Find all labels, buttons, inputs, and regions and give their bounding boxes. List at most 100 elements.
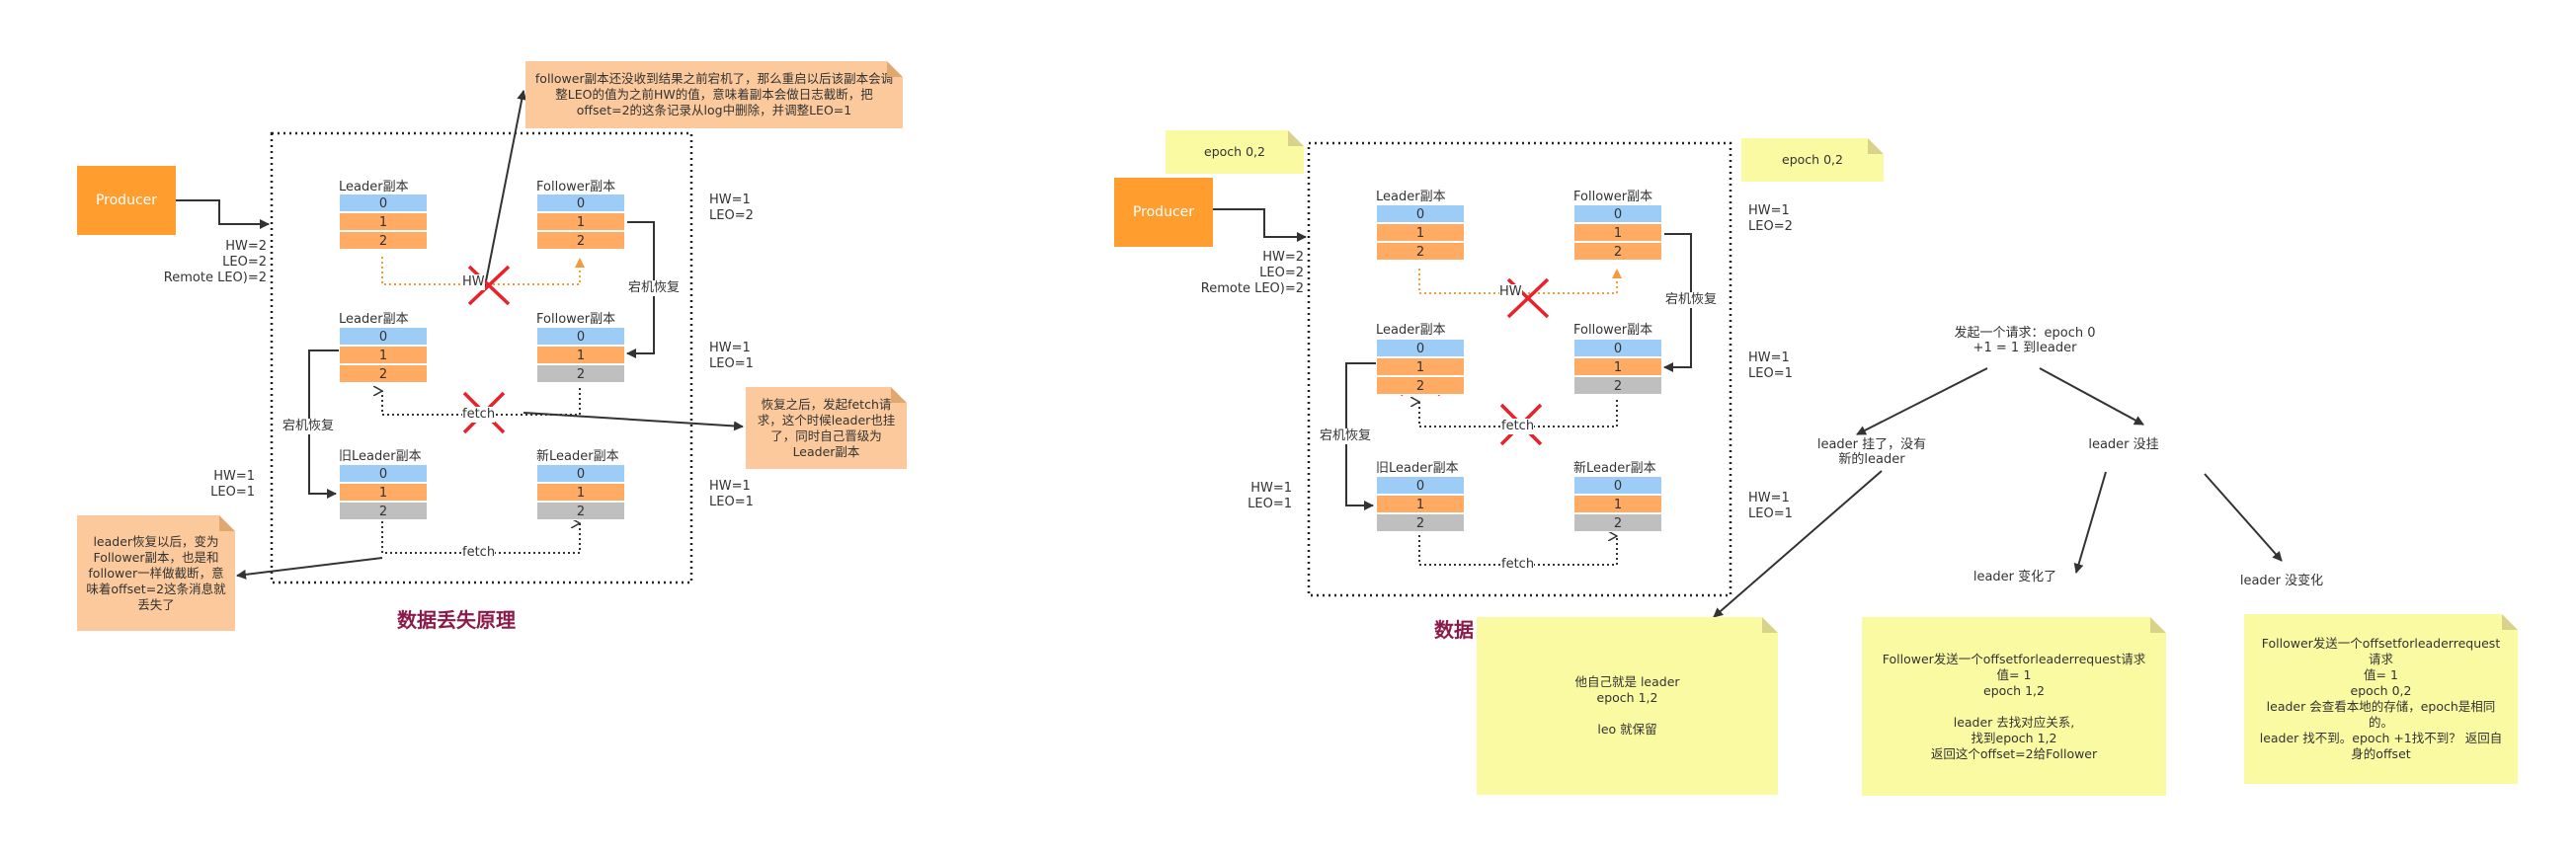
tree-note-changed: Follower发送一个offsetforleaderrequest请求 值= … [1862, 617, 2166, 796]
right-row3-fetch-label: fetch [1501, 557, 1535, 573]
right-r2-leader-cell-1: 1 [1376, 357, 1465, 376]
left-r2-follower-cell-2: 2 [536, 364, 625, 383]
left-r2-follower-cell-0: 0 [536, 327, 625, 346]
right-row2-leo: LEO=1 [1748, 366, 1793, 381]
right-epoch-note-right: epoch 0,2 [1741, 138, 1884, 182]
left-side-hw: HW=1 [213, 469, 255, 484]
left-note-truncate: follower副本还没收到结果之前宕机了，那么重启以后该副本会调整LEO的值为… [525, 61, 903, 128]
left-row2-leader-title: Leader副本 [339, 312, 409, 327]
left-producer-arrow [175, 199, 270, 229]
left-r3-old-leader-cell-0: 0 [339, 464, 428, 483]
left-note-lost-text: leader恢复以后，变为Follower副本，也是和follower一样做截断… [86, 533, 226, 612]
left-producer-box: Producer [77, 166, 176, 235]
right-row2-fetch-label: fetch [1501, 419, 1535, 434]
left-row3-new-leader-title: 新Leader副本 [536, 449, 619, 464]
right-r3-old-leader-cell-2: 2 [1376, 513, 1465, 532]
left-note-left-arrow [236, 557, 383, 580]
left-note-right-arrow [523, 412, 744, 431]
left-row1-hw-link [381, 257, 585, 285]
right-row2-hw: HW=1 [1748, 350, 1790, 365]
right-r2-follower-cell-2: 2 [1573, 376, 1662, 395]
tree-note-unchanged-text: Follower发送一个offsetforleaderrequest 请求 值=… [2259, 636, 2503, 761]
right-row2-leader-title: Leader副本 [1376, 323, 1446, 338]
right-row1-hw-mark: HW [1499, 284, 1522, 300]
left-note-promote-text: 恢复之后，发起fetch请求，这个时候leader也挂了，同时自己晋级为Lead… [757, 396, 896, 459]
right-r3-old-leader-cell-1: 1 [1376, 495, 1465, 513]
tree-arrow-dead-note [1713, 470, 1883, 618]
tree-note-unchanged: Follower发送一个offsetforleaderrequest 请求 值=… [2244, 614, 2518, 784]
right-row1-leader-title: Leader副本 [1376, 190, 1446, 204]
left-r3-old-leader-cell-2: 2 [339, 502, 428, 520]
left-row3-leo: LEO=1 [709, 495, 754, 509]
left-r1-follower-cell-1: 1 [536, 212, 625, 231]
left-r3-new-leader-cell-2: 2 [536, 502, 625, 520]
left-r3-old-leader-cell-1: 1 [339, 483, 428, 502]
left-r2-follower-cell-1: 1 [536, 346, 625, 364]
left-side-leo: LEO=1 [210, 485, 255, 500]
right-row1-leo: LEO=2 [1748, 219, 1793, 234]
left-r2-leader-cell-1: 1 [339, 346, 428, 364]
left-r1-leader-cell-2: 2 [339, 231, 428, 250]
left-r2-leader-cell-0: 0 [339, 327, 428, 346]
tree-branch-dead: leader 挂了，没有 新的leader [1816, 437, 1927, 467]
left-diagram-title: 数据丢失原理 [397, 608, 516, 632]
right-r1-follower-cell-1: 1 [1573, 223, 1662, 242]
tree-branch-alive: leader 没挂 [2088, 437, 2159, 452]
left-producer-leo: LEO=2 [222, 255, 267, 270]
right-r1-follower-cell-0: 0 [1573, 204, 1662, 223]
left-row1-hw-mark: HW [462, 274, 485, 290]
right-restart-label-b: 宕机恢复 [1320, 428, 1372, 444]
left-row2-fetch-label: fetch [462, 407, 496, 423]
left-row3-hw: HW=1 [709, 479, 751, 494]
left-row2-hw: HW=1 [709, 341, 751, 355]
right-r1-leader-cell-1: 1 [1376, 223, 1465, 242]
tree-branch-unchanged: leader 没变化 [2239, 574, 2324, 588]
right-producer-remote-leo: Remote LEO)=2 [1200, 281, 1304, 296]
left-note-lost: leader恢复以后，变为Follower副本，也是和follower一样做截断… [77, 515, 235, 631]
left-row3-old-leader-title: 旧Leader副本 [339, 449, 422, 464]
tree-arrow-changed [2073, 471, 2107, 574]
left-row1-leo: LEO=2 [709, 208, 754, 223]
tree-note-dead: 他自己就是 leader epoch 1,2 leo 就保留 [1477, 617, 1778, 795]
left-r1-follower-cell-2: 2 [536, 231, 625, 250]
right-row1-hw: HW=1 [1748, 203, 1790, 218]
tree-note-changed-text: Follower发送一个offsetforleaderrequest请求 值= … [1882, 651, 2146, 761]
left-r1-leader-cell-0: 0 [339, 194, 428, 212]
left-row2-follower-title: Follower副本 [536, 312, 616, 327]
left-producer-remote-leo: Remote LEO)=2 [163, 271, 267, 285]
right-r2-follower-cell-0: 0 [1573, 339, 1662, 357]
right-r3-old-leader-cell-0: 0 [1376, 476, 1465, 495]
right-producer-box: Producer [1114, 178, 1213, 247]
right-r1-leader-cell-2: 2 [1376, 242, 1465, 261]
right-r2-leader-cell-0: 0 [1376, 339, 1465, 357]
left-r3-new-leader-cell-1: 1 [536, 483, 625, 502]
left-restart-label-b: 宕机恢复 [282, 419, 335, 434]
right-row3-new-leader-title: 新Leader副本 [1573, 461, 1656, 476]
right-side-hw: HW=1 [1250, 481, 1292, 496]
right-r3-new-leader-cell-1: 1 [1573, 495, 1662, 513]
right-diagram-title: 数据 [1434, 618, 1474, 642]
left-cross-row1 [467, 265, 511, 306]
left-row1-leader-title: Leader副本 [339, 180, 409, 194]
right-epoch-left-text: epoch 0,2 [1204, 144, 1265, 159]
right-row3-hw: HW=1 [1748, 491, 1790, 505]
right-r3-new-leader-cell-0: 0 [1573, 476, 1662, 495]
right-producer-hw: HW=2 [1262, 250, 1304, 265]
right-row3-old-leader-title: 旧Leader副本 [1376, 461, 1459, 476]
tree-note-dead-text: 他自己就是 leader epoch 1,2 leo 就保留 [1574, 674, 1680, 737]
left-note-top-arrow [483, 90, 527, 292]
left-restart-label-a: 宕机恢复 [628, 280, 681, 296]
right-broker-frame [1307, 141, 1732, 597]
tree-arrow-alive [2039, 367, 2144, 426]
left-r2-leader-cell-2: 2 [339, 364, 428, 383]
right-producer-arrow [1212, 208, 1307, 242]
right-r1-leader-cell-0: 0 [1376, 204, 1465, 223]
right-r3-new-leader-cell-2: 2 [1573, 513, 1662, 532]
right-side-leo: LEO=1 [1248, 497, 1292, 511]
left-note-promote: 恢复之后，发起fetch请求，这个时候leader也挂了，同时自己晋级为Lead… [746, 387, 907, 469]
left-row1-hw: HW=1 [709, 193, 751, 207]
left-r1-leader-cell-1: 1 [339, 212, 428, 231]
left-row2-leo: LEO=1 [709, 356, 754, 371]
